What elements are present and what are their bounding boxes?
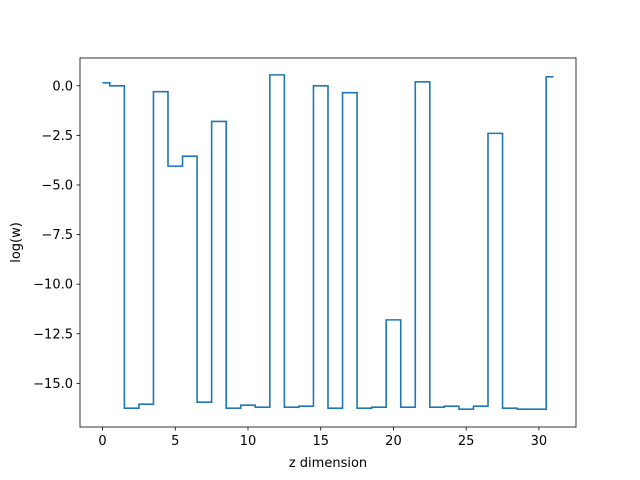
y-tick-label: −7.5	[41, 228, 73, 243]
y-tick-label: −5.0	[41, 178, 73, 193]
y-tick-label: 0.0	[52, 79, 73, 94]
series-line-0	[102, 74, 554, 410]
y-axis-label: log(w)	[9, 222, 24, 263]
y-tick-label: −10.0	[33, 278, 73, 293]
x-tick-label: 0	[98, 434, 106, 449]
x-tick-label: 15	[312, 434, 329, 449]
x-tick-label: 25	[458, 434, 475, 449]
y-tick-label: −15.0	[33, 377, 73, 392]
y-axis-ticks: 0.0 −2.5 −5.0 −7.5 −10.0 −12.5 −15.0	[33, 79, 80, 392]
y-tick-label: −2.5	[41, 129, 73, 144]
axes-frame	[79, 57, 577, 428]
x-tick-label: 20	[385, 434, 402, 449]
x-tick-label: 10	[240, 434, 257, 449]
x-tick-label: 30	[531, 434, 548, 449]
x-axis-ticks: 0 5 10 15 20 25 30	[98, 427, 547, 449]
x-tick-label: 5	[171, 434, 179, 449]
x-axis-label: z dimension	[289, 456, 367, 471]
plot-area	[79, 57, 577, 428]
y-tick-label: −12.5	[33, 327, 73, 342]
